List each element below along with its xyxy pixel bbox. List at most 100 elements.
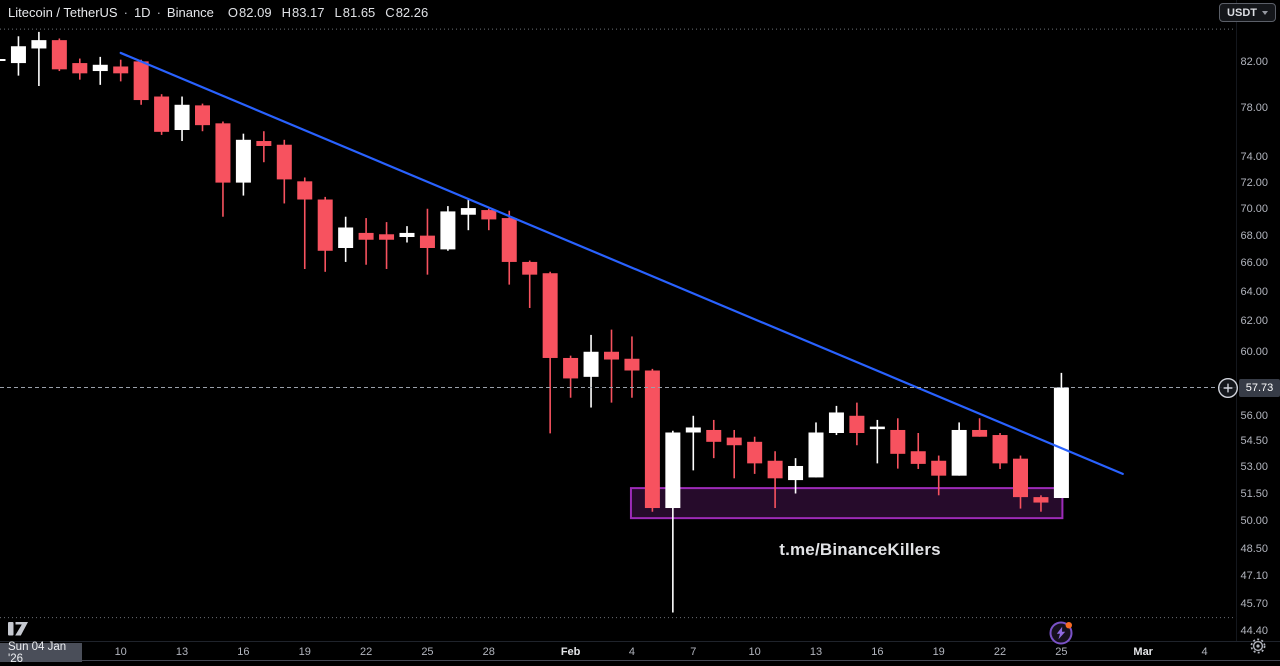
ohlc-open-value: 82.09	[239, 4, 272, 20]
symbol-title[interactable]: Litecoin / TetherUS	[8, 4, 118, 20]
candle	[276, 139, 292, 204]
candle	[501, 210, 517, 285]
price-axis-separator	[1236, 0, 1237, 641]
ohlc-close-value: 82.26	[395, 4, 429, 20]
candle	[133, 59, 149, 105]
candle	[195, 103, 210, 132]
time-axis-label: 19	[932, 646, 945, 658]
currency-label: USDT	[1227, 6, 1257, 19]
ohlc-high-label: H	[281, 4, 291, 20]
time-axis-separator	[0, 641, 1280, 642]
candle	[665, 430, 681, 613]
ohlc-readout: O 82.09 H 83.17 L 81.65 C 82.26	[228, 5, 428, 20]
candle	[235, 133, 251, 196]
price-axis-label: 51.50	[1240, 487, 1268, 500]
candle	[174, 96, 190, 142]
price-axis-label: 82.00	[1240, 55, 1268, 68]
currency-toggle-button[interactable]: USDT	[1219, 3, 1276, 22]
time-axis-label: 16	[871, 646, 884, 658]
plus-icon	[1223, 383, 1233, 392]
separator-dot: ·	[123, 4, 128, 20]
ohlc-high-value: 83.17	[291, 4, 325, 20]
time-axis-label: 7	[690, 646, 697, 658]
candle	[972, 418, 988, 437]
time-axis-label: 10	[748, 646, 761, 658]
price-axis-label: 70.00	[1240, 202, 1268, 215]
candle	[644, 368, 660, 512]
symbol-info-bar: Litecoin / TetherUS · 1D · Binance O 82.0…	[8, 0, 428, 24]
dotted-guide-lines	[0, 28, 1233, 619]
candle	[51, 38, 67, 72]
add-order-plus-button[interactable]	[1216, 376, 1240, 400]
candle	[399, 226, 415, 243]
candle	[31, 31, 47, 87]
telegram-watermark-text[interactable]: t.me/BinanceKillers	[779, 540, 941, 559]
candle	[419, 208, 435, 275]
time-axis-label: Feb	[560, 646, 581, 658]
ohlc-low-value: 81.65	[342, 4, 376, 20]
ohlc-open-label: O	[227, 4, 239, 20]
chevron-down-icon	[1262, 10, 1268, 15]
lightning-bolt-icon	[1056, 626, 1066, 640]
price-axis-label: 47.10	[1240, 570, 1268, 583]
candle	[440, 206, 456, 251]
time-axis-label: 4	[1201, 646, 1208, 658]
ohlc-low: L 81.65	[335, 5, 376, 20]
time-axis-label: 22	[993, 646, 1007, 658]
candle	[869, 419, 885, 464]
ohlc-high: H 83.17	[282, 5, 325, 20]
candles	[0, 31, 1069, 613]
candle	[379, 222, 395, 269]
price-axis-label: 44.40	[1240, 625, 1268, 638]
price-axis-label: 78.00	[1240, 102, 1268, 115]
time-axis-label: 10	[114, 646, 127, 658]
price-axis-label: 56.00	[1240, 409, 1268, 422]
time-axis-label: 13	[809, 646, 823, 658]
time-axis-label: 19	[298, 646, 311, 658]
time-axis-label: Mar	[1133, 646, 1153, 658]
candle	[808, 422, 824, 478]
flash-icon[interactable]	[1047, 619, 1075, 647]
price-axis-label: 72.00	[1240, 176, 1268, 189]
candle	[583, 334, 599, 408]
price-axis-label: 53.00	[1240, 460, 1268, 473]
support-zone-drawing[interactable]	[629, 487, 1064, 520]
candle	[358, 218, 374, 265]
price-axis-label: 66.00	[1240, 257, 1268, 270]
candle	[317, 196, 333, 272]
candle	[460, 199, 476, 231]
candle	[154, 94, 170, 135]
time-axis-label: 16	[237, 646, 250, 658]
gear-icon[interactable]	[1249, 637, 1267, 655]
current-price-badge: 57.73	[1239, 378, 1280, 397]
crosshair-date-badge: Sun 04 Jan '26	[0, 641, 82, 665]
candle	[747, 436, 763, 474]
ohlc-close-label: C	[385, 4, 395, 20]
candle	[1053, 372, 1069, 499]
candle	[685, 415, 701, 471]
candle	[890, 418, 906, 469]
candle	[849, 402, 865, 446]
price-axis-label: 68.00	[1240, 229, 1268, 242]
candle	[726, 429, 742, 479]
candle	[481, 208, 497, 231]
candle	[788, 458, 804, 494]
tradingview-logo[interactable]	[6, 619, 32, 639]
trendline-drawing[interactable]	[119, 51, 1124, 475]
time-axis-label: 13	[175, 646, 189, 658]
candle	[931, 455, 947, 496]
price-axis-label: 64.00	[1240, 285, 1268, 298]
price-axis-label: 62.00	[1240, 315, 1268, 328]
ohlc-low-label: L	[334, 4, 342, 20]
candle	[951, 422, 967, 476]
candle	[910, 433, 926, 469]
price-axis-label: 50.00	[1240, 514, 1268, 527]
notification-dot	[1065, 622, 1072, 629]
interval-label[interactable]: 1D	[133, 4, 151, 20]
bottom-border-line	[0, 660, 1280, 661]
candle	[828, 405, 844, 436]
candle	[113, 59, 129, 82]
separator-dot: ·	[156, 4, 161, 20]
candle	[992, 433, 1008, 469]
